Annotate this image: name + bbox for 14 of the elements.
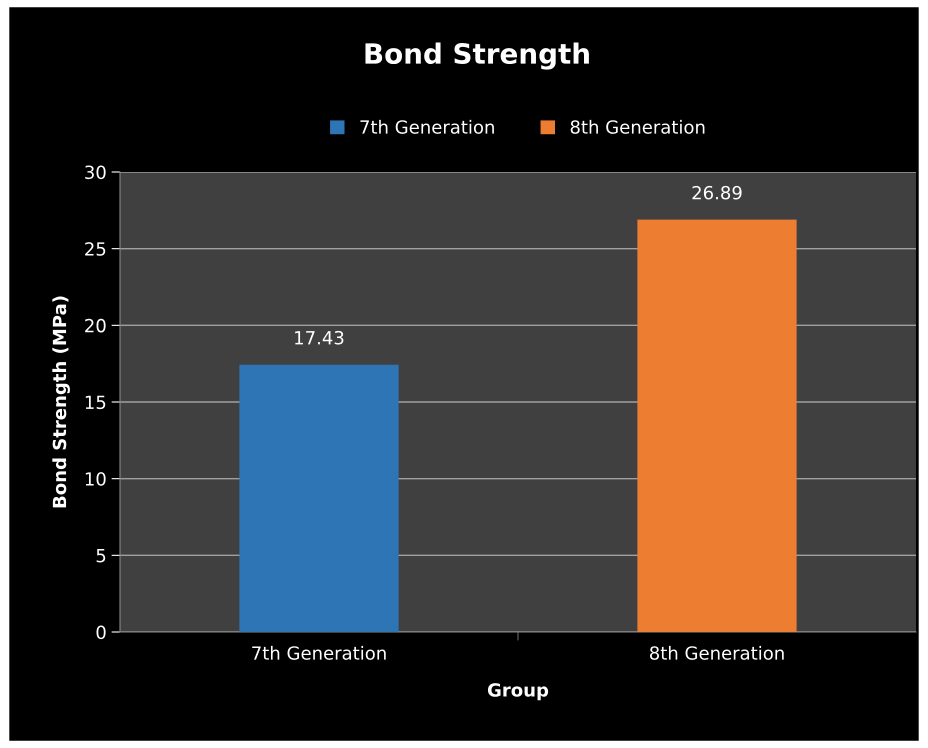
- chart-title: Bond Strength: [365, 42, 589, 70]
- y-tick-label: 20: [85, 318, 106, 332]
- data-label: 26.89: [692, 186, 742, 200]
- y-tick-label: 30: [85, 165, 106, 180]
- data-label: 17.43: [295, 330, 344, 345]
- y-tick-label: 15: [86, 396, 106, 410]
- y-tick-label: 5: [96, 549, 106, 562]
- y-tick-label: 10: [86, 472, 106, 486]
- legend-label: 8th Generation: [570, 120, 704, 134]
- x-axis-title: Group: [488, 683, 548, 700]
- y-tick-label: 0: [96, 625, 106, 640]
- y-axis-title: Bond Strength (MPa): [52, 296, 70, 508]
- legend-label: 7th Generation: [360, 120, 494, 134]
- y-tick-label: 25: [85, 242, 106, 256]
